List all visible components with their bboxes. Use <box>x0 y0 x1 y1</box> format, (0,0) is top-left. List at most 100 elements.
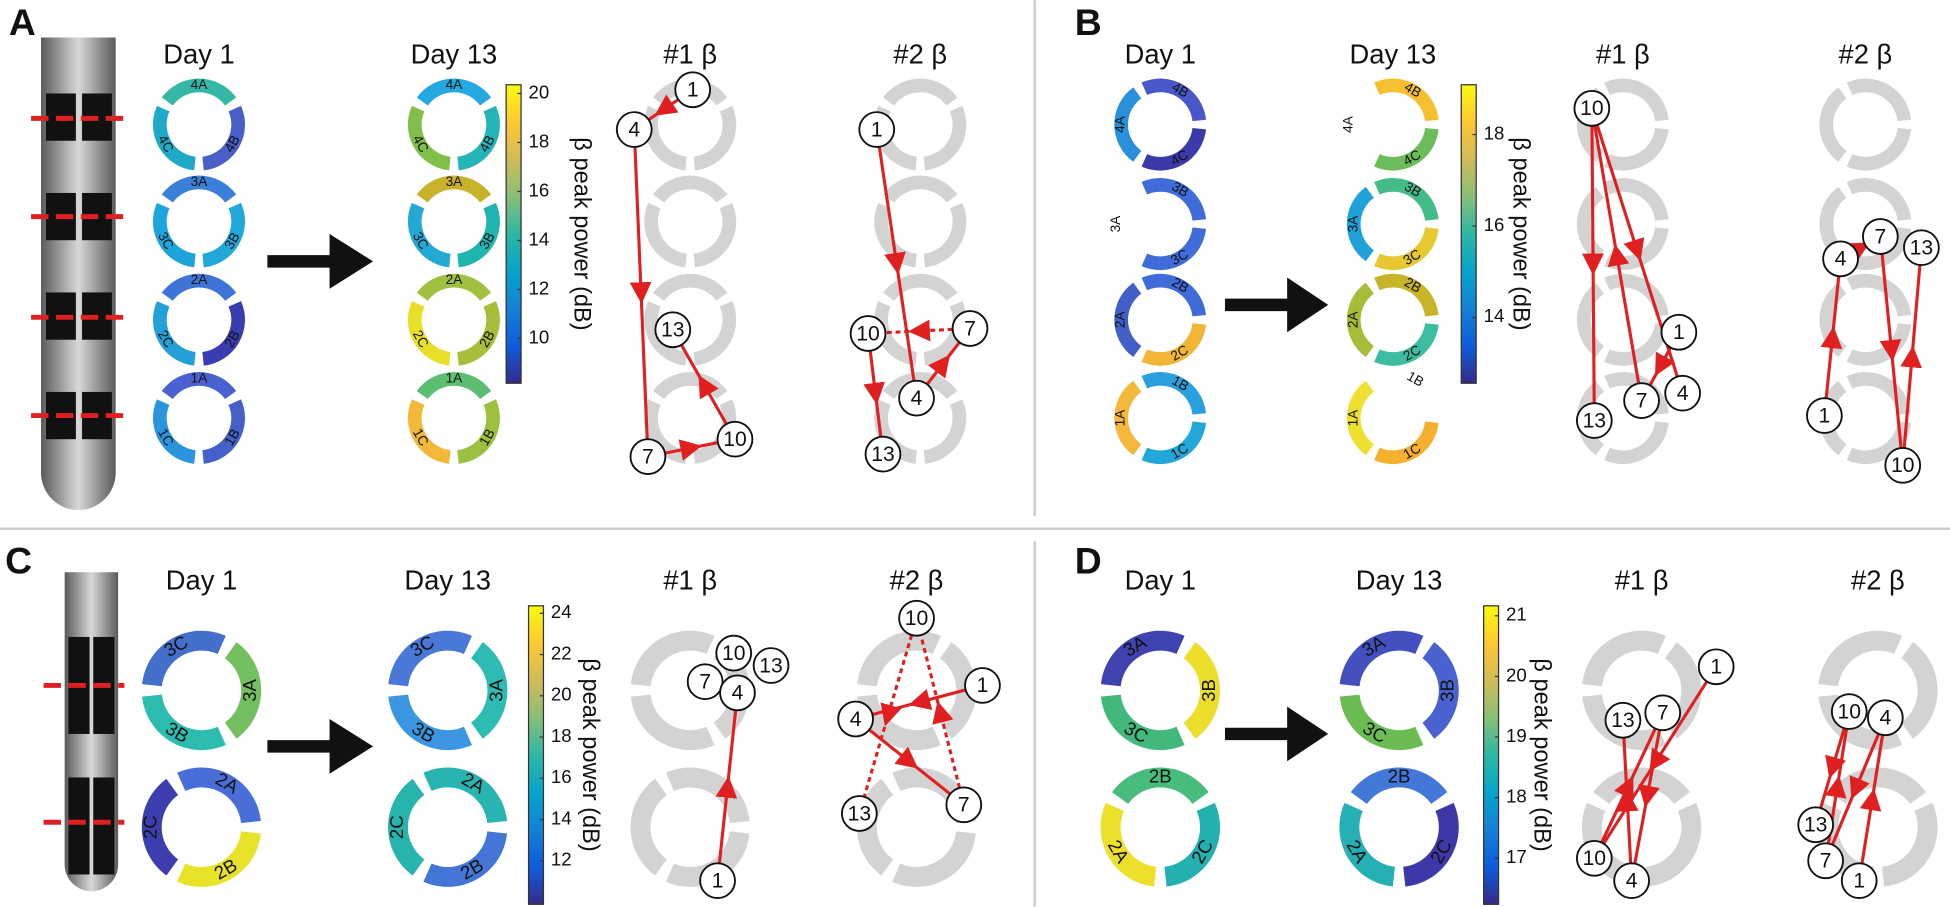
trajectory-arrow <box>875 129 919 399</box>
ring-segment <box>1422 642 1459 739</box>
ring-segment <box>407 105 451 171</box>
ring-segment <box>1604 78 1669 122</box>
trajectory-arrow <box>863 333 885 455</box>
node-label: 1 <box>712 870 724 893</box>
colorbar-label: β peak power (dB) <box>1529 658 1555 851</box>
ring-segment <box>416 372 492 400</box>
ring-segment <box>857 630 941 687</box>
node-label: 7 <box>642 445 654 468</box>
ring-segment <box>1846 421 1912 465</box>
trajectory-node <box>898 379 935 417</box>
panel-letter: D <box>1075 539 1102 581</box>
trajectory-node <box>864 435 902 473</box>
day1-title: Day 1 <box>1125 38 1196 69</box>
colorbar-tick-label: 10 <box>529 326 550 347</box>
trajectory-node <box>1807 842 1844 880</box>
node-label: 13 <box>1804 814 1828 837</box>
trajectory-node <box>629 438 667 475</box>
ring-segment <box>874 399 917 464</box>
ring-segment <box>202 301 245 366</box>
segment-label: 3B <box>1169 179 1191 200</box>
node-label: 7 <box>964 317 976 340</box>
node-label: 10 <box>905 607 929 630</box>
trajectory-arrow <box>1590 108 1644 401</box>
ring-segment <box>1582 630 1666 687</box>
ring-segment <box>1645 802 1702 887</box>
big-arrows <box>267 234 1329 774</box>
segment-label: 1B <box>1169 373 1191 394</box>
segment-label: 2B <box>1388 765 1411 786</box>
colorbar-tick-label: 18 <box>551 725 572 746</box>
trajectory-node <box>1644 694 1682 732</box>
ring-segment <box>857 694 941 751</box>
trajectory-node <box>1903 229 1940 267</box>
trajectory-node <box>945 786 983 824</box>
node-label: 13 <box>1611 709 1635 732</box>
ring-segment <box>1846 127 1912 171</box>
traj1-title: #1 β <box>663 564 717 595</box>
node-label: 4 <box>911 387 923 410</box>
ring-segment <box>161 273 237 301</box>
trajectory-node <box>951 310 989 347</box>
trajectory-node <box>1575 402 1613 439</box>
ring-segment <box>665 831 750 887</box>
ring-segment <box>457 105 500 171</box>
trajectory-arrow <box>1630 712 1665 881</box>
ring-segment <box>407 202 451 268</box>
ring-segment <box>630 630 715 687</box>
segment-label: 3A <box>1345 215 1360 233</box>
ring-segment <box>923 105 967 171</box>
trajectory-node <box>840 795 878 832</box>
ring-segment <box>1141 78 1207 122</box>
ring-segment <box>1141 372 1207 415</box>
colorbar-tick-label: 16 <box>1484 214 1505 235</box>
segment-label: 3B <box>476 230 497 252</box>
ring-segment <box>693 399 737 464</box>
traj1-title: #1 β <box>663 38 717 69</box>
node-label: 4 <box>1835 248 1847 271</box>
colorbar-tick-label: 20 <box>551 684 572 705</box>
ring-segment <box>1604 323 1669 366</box>
ring-segment <box>161 175 237 203</box>
ring-segment <box>652 175 728 203</box>
ring-segment <box>1141 178 1207 221</box>
segment-label: 2B <box>1402 274 1424 295</box>
trajectory-arrow <box>1857 717 1887 881</box>
ring-segment <box>152 202 196 268</box>
segment-label: 2B <box>221 328 242 350</box>
segment-label: 4A <box>1113 115 1128 133</box>
ring-segment <box>1374 421 1439 465</box>
colorbar-tick-label: 16 <box>529 179 550 200</box>
segment-label: 3A <box>239 678 260 701</box>
ring-segment <box>1346 380 1374 456</box>
ring-segment <box>416 175 492 203</box>
trajectory-arrow <box>915 617 966 806</box>
ring-segment <box>457 202 500 268</box>
ring-segment <box>152 399 196 464</box>
trajectory-arrow <box>1900 247 1923 466</box>
trajectory-node <box>1573 90 1611 127</box>
ring-segment <box>1114 282 1142 358</box>
ring-segment <box>1183 642 1220 739</box>
ring-segment <box>471 642 508 739</box>
segment-label: 1B <box>1404 368 1426 389</box>
traj1-title: #1 β <box>1615 564 1669 595</box>
trajectory-node <box>699 862 736 900</box>
trajectory-node <box>1884 446 1922 484</box>
ring-segment <box>1114 380 1142 456</box>
ring-segment <box>874 202 917 268</box>
ring-segment <box>1604 421 1669 465</box>
trajectory-node <box>1840 862 1878 900</box>
node-label: 7 <box>1636 389 1648 412</box>
trajectory-node <box>1623 382 1660 419</box>
day13-title: Day 13 <box>404 564 491 595</box>
colorbar-tick-label: 21 <box>1506 604 1527 625</box>
segment-label: 4B <box>221 133 242 155</box>
ring-segment <box>141 778 179 876</box>
trajectory-arrow <box>857 617 919 814</box>
segment-label: 2A <box>191 272 209 287</box>
node-label: 10 <box>1891 454 1915 477</box>
panel-letter: B <box>1075 1 1102 43</box>
colorbar-tick-label: 19 <box>1506 725 1527 746</box>
ring-segment <box>423 831 508 887</box>
